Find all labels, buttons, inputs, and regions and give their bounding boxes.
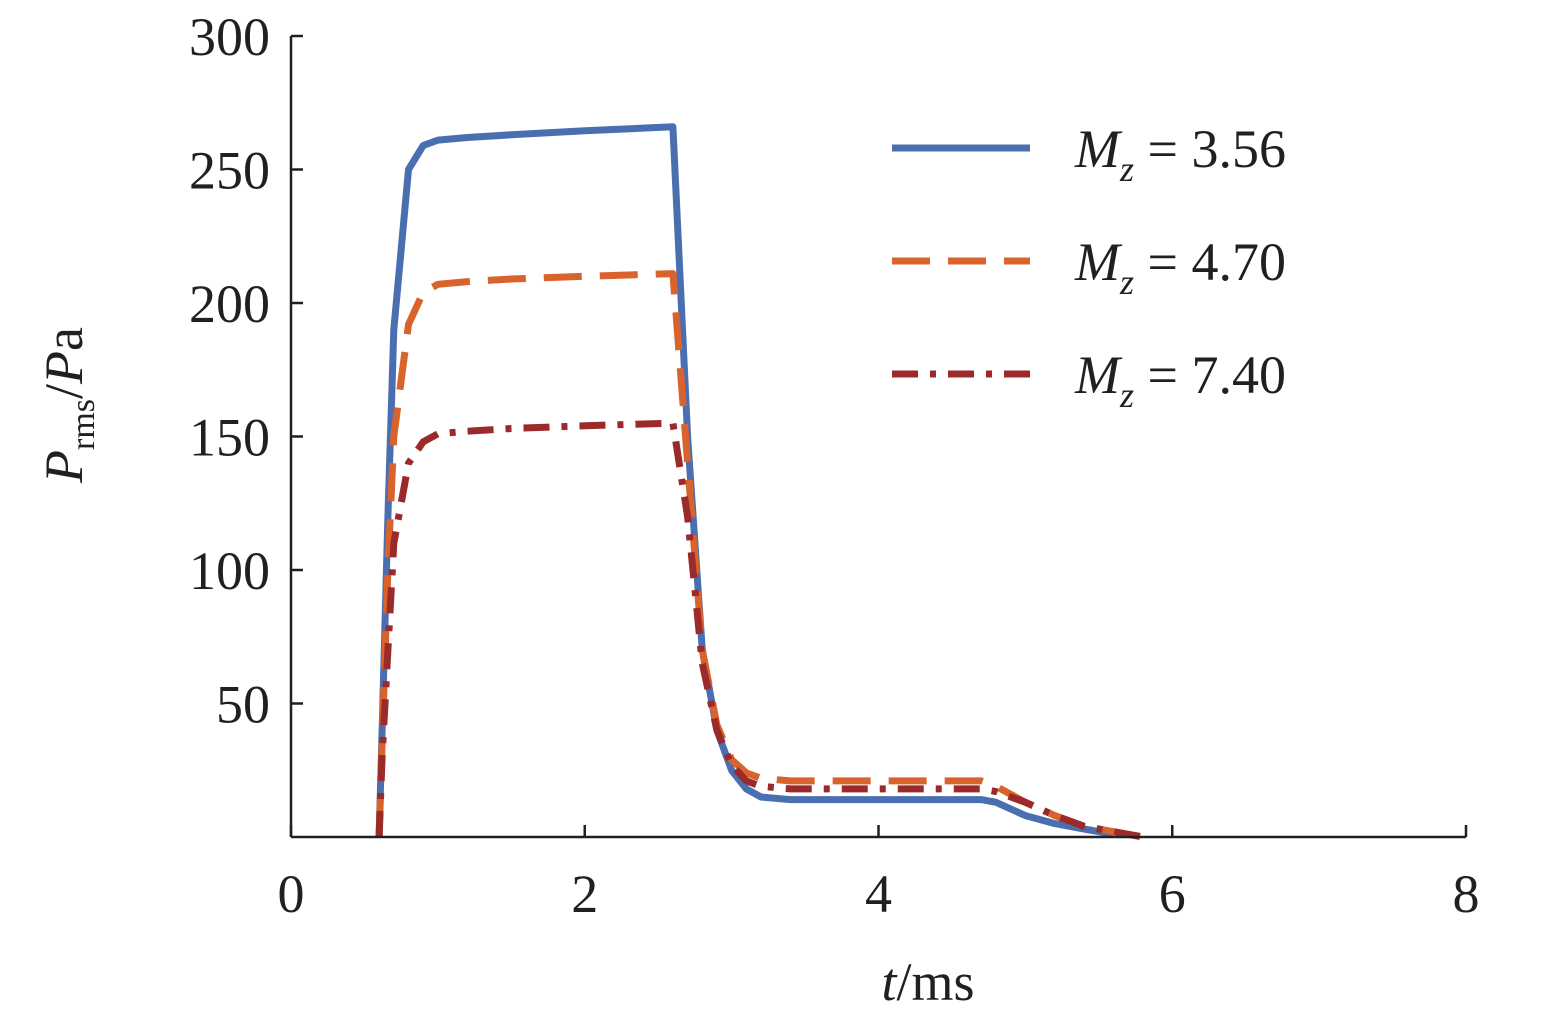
legend-subscript: z — [1119, 149, 1134, 189]
legend-value: = 7.40 — [1134, 345, 1286, 405]
legend-symbol: M — [1074, 232, 1123, 292]
x-axis-title-italic: t — [881, 952, 898, 1012]
x-axis-title-unit: /ms — [896, 952, 974, 1012]
x-tick-label: 8 — [1453, 864, 1480, 924]
legend-value: = 3.56 — [1134, 119, 1286, 179]
y-tick-label: 200 — [189, 274, 270, 334]
x-tick-label: 4 — [865, 864, 892, 924]
ticks-layer: 0 2 4 6 8 50 100 150 200 250 300 — [189, 7, 1480, 924]
legend-label-1: Mz = 3.56 — [1074, 119, 1286, 189]
legend-label-2: Mz = 4.70 — [1074, 232, 1286, 302]
y-axis-title-unit-italic: P — [34, 351, 94, 385]
y-axis-title-symbol: P — [34, 450, 94, 484]
y-axis-title-unit-rest: a — [34, 327, 94, 351]
series-line-3 — [375, 419, 1144, 841]
y-tick-label: 150 — [189, 408, 270, 468]
legend-value: = 4.70 — [1134, 232, 1286, 292]
legend-label-3: Mz = 7.40 — [1074, 345, 1286, 415]
series-line-1 — [375, 123, 1115, 838]
axes-layer — [289, 36, 1466, 839]
y-axis-title-slash: / — [34, 384, 94, 399]
x-axis-title: t/ms — [881, 952, 974, 1012]
y-axis-title: Prms/Pa — [34, 327, 102, 484]
y-tick-label: 50 — [216, 675, 270, 735]
x-tick-label: 0 — [278, 864, 305, 924]
legend-subscript: z — [1119, 262, 1134, 302]
legend-subscript: z — [1119, 375, 1134, 415]
legend-symbol: M — [1074, 119, 1123, 179]
x-tick-label: 6 — [1159, 864, 1186, 924]
y-tick-label: 250 — [189, 141, 270, 201]
legend-symbol: M — [1074, 345, 1123, 405]
x-tick-label: 2 — [571, 864, 598, 924]
series-layer — [375, 123, 1144, 841]
series-line-2 — [375, 270, 1144, 841]
y-axis-title-subscript: rms — [65, 399, 102, 450]
y-tick-label: 300 — [189, 7, 270, 67]
y-tick-label: 100 — [189, 541, 270, 601]
